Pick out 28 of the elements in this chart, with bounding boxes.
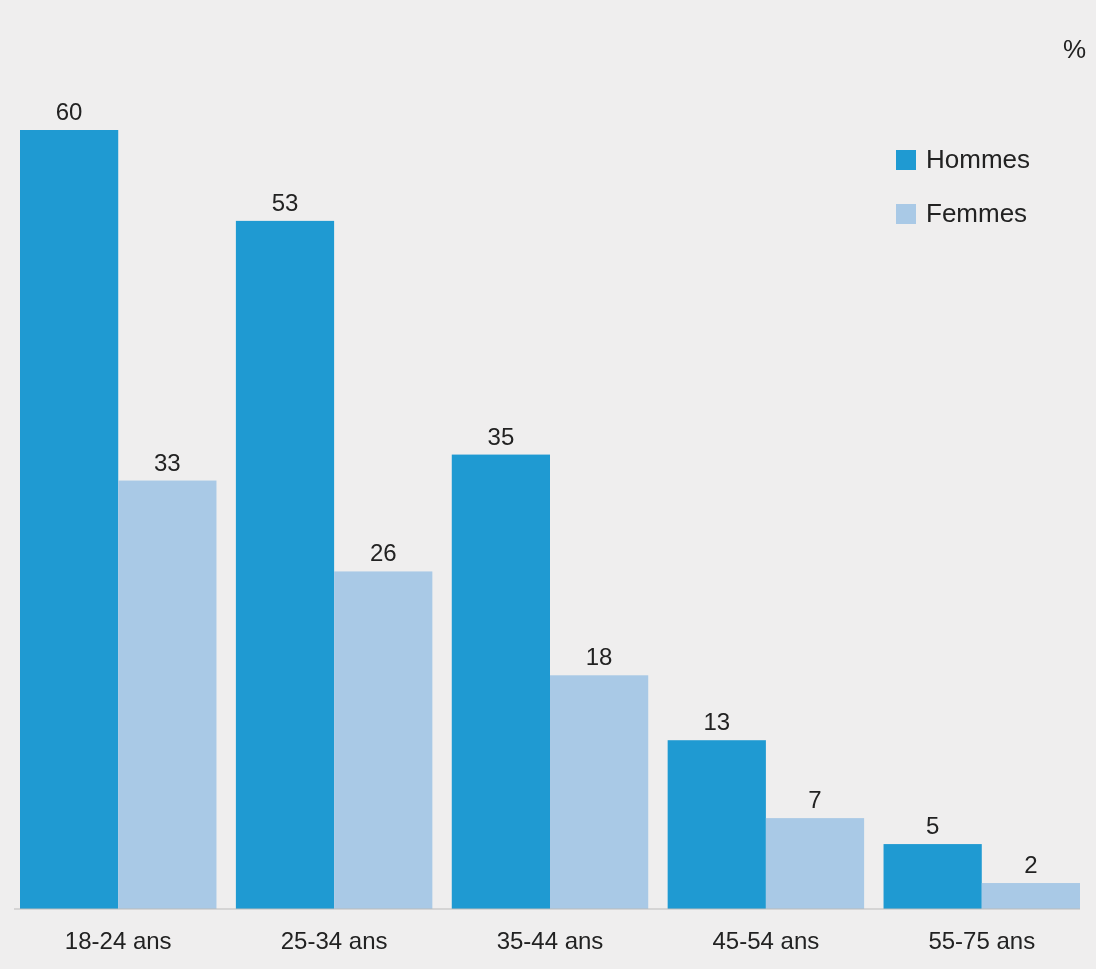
data-label: 26 bbox=[369, 539, 397, 567]
legend-label: Hommes bbox=[926, 144, 1031, 174]
data-label: 35 bbox=[487, 422, 515, 450]
bar bbox=[550, 675, 649, 909]
bar bbox=[883, 844, 982, 909]
x-tick-label: 25-34 ans bbox=[280, 927, 388, 954]
bar bbox=[118, 480, 217, 909]
bar bbox=[667, 740, 766, 909]
data-label: 53 bbox=[271, 188, 299, 216]
data-label: 2 bbox=[1024, 851, 1038, 879]
x-tick-label: 45-54 ans bbox=[712, 927, 820, 954]
bar bbox=[451, 454, 550, 909]
legend-label: Femmes bbox=[926, 198, 1028, 228]
x-tick-label: 55-75 ans bbox=[928, 927, 1036, 954]
y-axis-title: % bbox=[1062, 34, 1086, 64]
bar bbox=[981, 883, 1080, 909]
data-label: 18 bbox=[585, 643, 613, 671]
data-label: 5 bbox=[925, 812, 940, 840]
bar bbox=[20, 130, 119, 909]
data-label: 7 bbox=[808, 786, 822, 814]
x-tick-label: 35-44 ans bbox=[496, 927, 604, 954]
bar bbox=[235, 220, 335, 909]
bar bbox=[765, 818, 865, 909]
data-label: 33 bbox=[153, 448, 181, 476]
data-label: 60 bbox=[55, 98, 83, 125]
data-label: 13 bbox=[703, 708, 731, 736]
bar bbox=[334, 571, 433, 909]
x-tick-label: 18-24 ans bbox=[64, 927, 172, 954]
